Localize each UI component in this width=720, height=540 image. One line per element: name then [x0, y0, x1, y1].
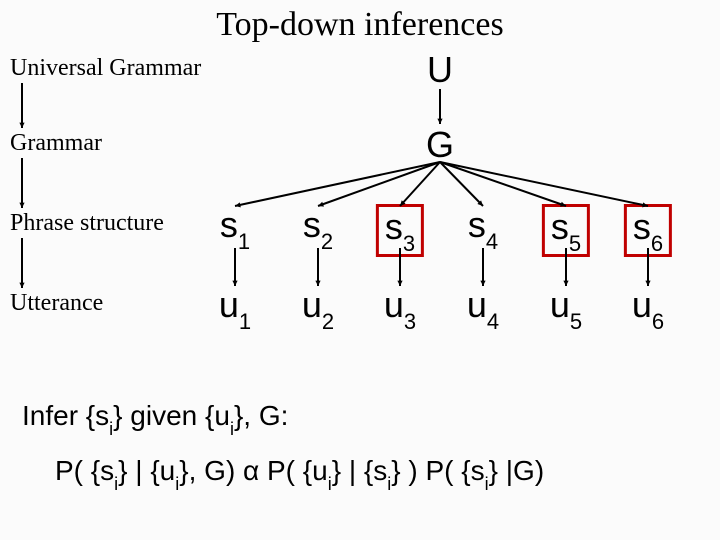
- inference-statement: Infer {si} given {ui}, G:: [22, 400, 288, 437]
- probability-equation: P( {si} | {ui}, G) α P( {ui} | {si} ) P(…: [55, 455, 544, 492]
- diagram-arrows: [0, 46, 720, 366]
- page-title: Top-down inferences: [0, 0, 720, 44]
